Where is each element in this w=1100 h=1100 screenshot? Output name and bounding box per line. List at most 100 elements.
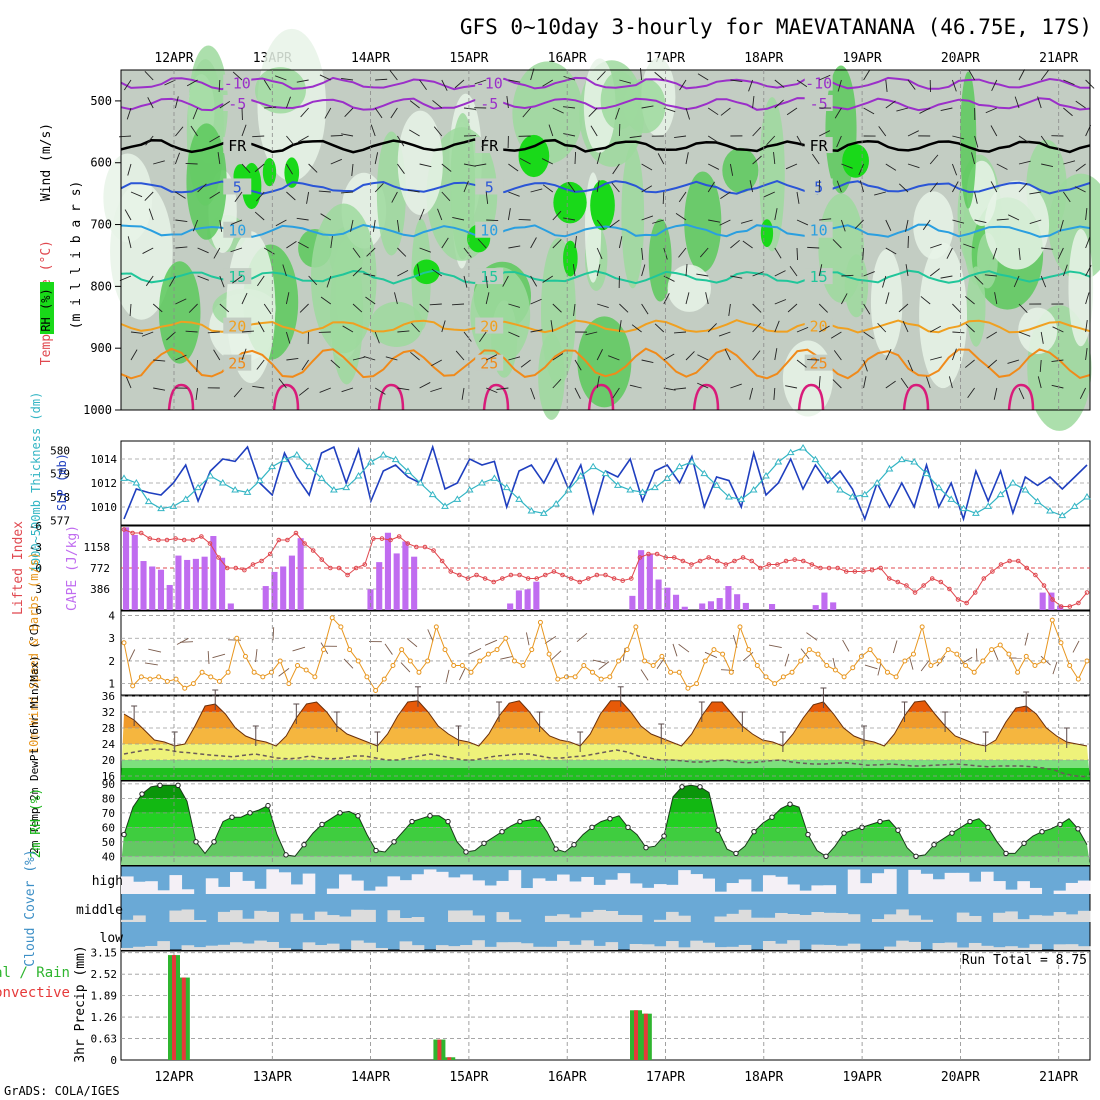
thickness-marker [169,502,178,509]
isotherm-line [120,138,1091,154]
cloud-clear-bar [1041,915,1055,922]
lifted-index-point [895,579,901,585]
wind-barb [461,387,465,400]
wind-barb [330,158,343,165]
cape-bar [384,532,392,610]
cloud-clear-bar [1005,911,1018,922]
wind-barb [256,359,265,370]
rh-point [193,839,199,845]
wind-barb [596,376,600,389]
wind-barb [341,191,354,194]
cloud-clear-bar [496,912,510,922]
wind-barb [409,100,420,109]
precip-convective-bar [172,955,176,1060]
rh-point [1075,826,1081,832]
bottom-date-label: 17APR [646,1070,685,1085]
lifted-index-point [568,576,574,581]
cloud-clear-bar [326,888,340,894]
wind-barb [264,106,277,109]
thickness-marker [243,488,252,495]
cape-bar [725,586,732,610]
wind-speed-line [121,615,1090,693]
temp-band [121,760,1090,768]
cloud-clear-bar [411,917,425,922]
isotherm-label: 25 [810,355,828,373]
wind-speed-point [494,647,500,653]
top-date-label: 19APR [843,51,882,66]
grid [121,782,1090,860]
cloud-clear-bar [121,947,134,950]
lifted-index-point [216,555,221,560]
thickness-marker [700,469,709,477]
isotherm-line [120,347,1091,380]
wind-barb [719,219,731,226]
cloud-clear-bar [775,943,788,950]
rh-point [247,810,253,816]
wind-barb [502,275,509,287]
thickness-marker [725,493,733,500]
lifted-index-point [792,557,797,562]
wind-barb [185,162,198,165]
thickness-marker [465,486,474,493]
wind-barb [951,163,958,176]
wind-barb [728,303,731,316]
wind-barb [818,303,829,313]
wind-barb [1072,640,1080,653]
lifted-index-point [560,572,565,578]
wind-barb [233,387,243,398]
isotherm-label: FR [228,137,247,155]
thickness-marker [762,472,770,479]
wind-speed-point [503,635,509,641]
wind-barb [148,648,162,653]
wind-barb [619,303,629,313]
isotherm-label-bg [223,137,252,154]
wind-barb [441,163,452,172]
wind-barb [705,292,709,305]
wind-barb [342,325,354,333]
wind-barb [993,387,998,400]
wind-barb [550,320,554,333]
thickness-marker [836,486,844,493]
wind-barb [885,163,897,171]
rh-point [1003,850,1009,857]
wind-barb [125,376,132,389]
cloud-clear-bar [302,919,316,922]
wind-barb [863,107,875,115]
wind-barb [508,191,520,197]
cloud-clear-bar [884,946,897,950]
isotherm-label-bg [804,95,833,111]
wind-barb [807,246,820,249]
isotherm-label-bg [223,74,252,91]
cloud-clear-bar [714,891,728,894]
wind-barb [1039,359,1042,372]
wind-barb [796,219,809,226]
wind-barb [1051,359,1064,362]
bottom-date-label: 18APR [744,1070,783,1085]
wind-barb [720,107,731,116]
wind-barb [541,158,554,165]
lifted-index-point [697,558,703,564]
cloud-clear-bar [278,872,292,894]
rh-tick-label: 70 [102,807,115,820]
credit: GrADS: COLA/IGES [4,1084,120,1098]
wind-barb [922,219,931,231]
lifted-index-point [474,572,479,578]
wind-barb [351,163,354,176]
wind-barb [800,648,810,660]
cloud-clear-bar [133,881,146,894]
cape-bar [175,555,182,610]
lifted-index-point [285,537,290,543]
wind-barb [984,274,997,277]
wind-barb [752,303,762,313]
cloud-clear-bar [726,913,740,922]
wind-speed-point [477,658,483,664]
wind-barb [662,191,665,205]
wind-speed-point [963,662,969,668]
cape-bar [655,579,662,610]
ylabel-millibars: (m i l l i b a r s) [69,181,84,330]
wind-barb [730,79,743,82]
axes: 577 578 579 580 1010 1012 1014 SLP (mb) [50,444,117,527]
isotherm-30-loop [1007,383,1035,411]
thickness-tick-label: 578 [50,491,70,504]
wind-barb [365,296,376,305]
